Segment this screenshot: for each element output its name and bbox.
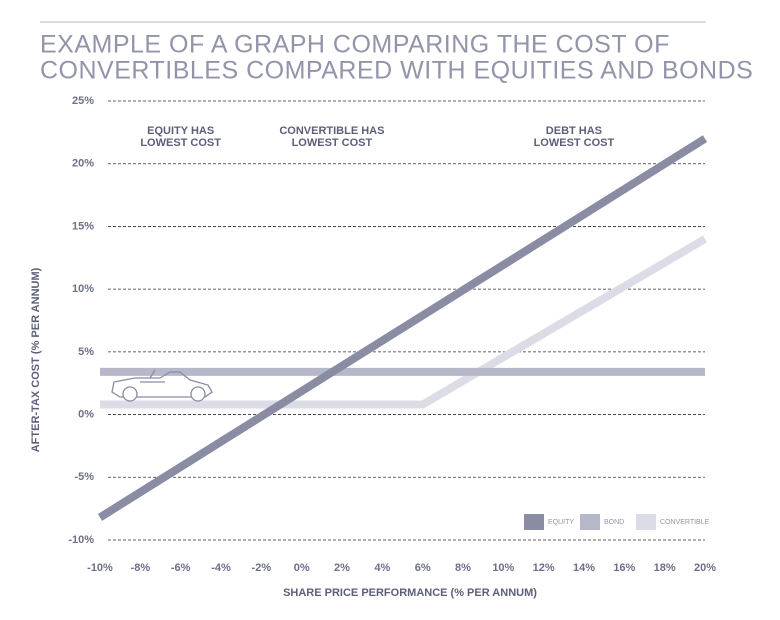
annotation: LOWEST COST xyxy=(292,137,373,149)
x-tick-label: 10% xyxy=(492,562,514,574)
y-tick-label: 20% xyxy=(72,158,94,170)
series-line xyxy=(97,135,708,521)
legend-label: EQUITY xyxy=(548,519,574,526)
x-tick-label: -8% xyxy=(131,562,151,574)
x-tick-label: 8% xyxy=(455,562,471,574)
legend-swatch xyxy=(636,514,656,530)
chart-title: CONVERTIBLES COMPARED WITH EQUITIES AND … xyxy=(40,57,753,85)
y-axis-label: AFTER-TAX COST (% PER ANNUM) xyxy=(30,267,42,452)
legend-label: CONVERTIBLE xyxy=(660,519,710,526)
series-line xyxy=(100,235,708,409)
x-tick-label: 0% xyxy=(294,562,310,574)
annotation: CONVERTIBLE HAS xyxy=(279,125,384,137)
y-tick-label: -5% xyxy=(74,471,94,483)
annotation: LOWEST COST xyxy=(534,137,615,149)
car-icon xyxy=(111,369,213,402)
y-tick-label: 5% xyxy=(78,346,94,358)
y-tick-label: 10% xyxy=(72,283,94,295)
x-tick-label: 6% xyxy=(415,562,431,574)
annotation: LOWEST COST xyxy=(140,137,221,149)
x-tick-label: -6% xyxy=(171,562,191,574)
annotation: EQUITY HAS xyxy=(147,125,214,137)
x-tick-label: 2% xyxy=(334,562,350,574)
x-tick-label: -2% xyxy=(252,562,272,574)
annotation: DEBT HAS xyxy=(546,125,602,137)
x-tick-label: 4% xyxy=(374,562,390,574)
x-tick-label: 16% xyxy=(613,562,635,574)
legend-swatch xyxy=(524,514,544,530)
x-axis-label: SHARE PRICE PERFORMANCE (% PER ANNUM) xyxy=(283,587,537,599)
y-tick-label: 15% xyxy=(72,220,94,232)
x-tick-label: -4% xyxy=(211,562,231,574)
chart-title: EXAMPLE OF A GRAPH COMPARING THE COST OF xyxy=(40,31,670,59)
legend-label: BOND xyxy=(604,519,624,526)
x-tick-label: 14% xyxy=(573,562,595,574)
y-tick-label: 0% xyxy=(78,408,94,420)
x-tick-label: 12% xyxy=(533,562,555,574)
y-tick-label: 25% xyxy=(72,95,94,107)
x-tick-label: -10% xyxy=(87,562,113,574)
legend-swatch xyxy=(580,514,600,530)
y-tick-label: -10% xyxy=(68,534,94,546)
x-tick-label: 20% xyxy=(694,562,716,574)
x-tick-label: 18% xyxy=(654,562,676,574)
